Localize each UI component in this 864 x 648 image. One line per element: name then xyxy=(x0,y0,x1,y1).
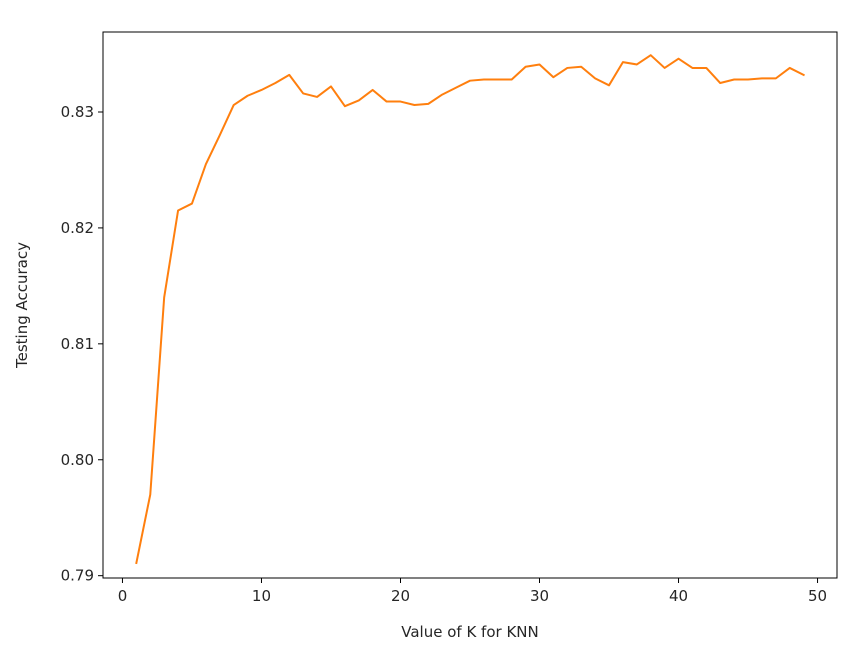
x-axis-label: Value of K for KNN xyxy=(401,623,538,641)
plot-frame xyxy=(102,31,838,579)
y-tick-label: 0.83 xyxy=(61,103,94,121)
x-axis-ticks: 0 10 20 30 40 50 xyxy=(118,578,827,605)
x-tick-label: 30 xyxy=(530,587,549,605)
x-tick-label: 0 xyxy=(118,587,128,605)
plot-area xyxy=(135,54,805,565)
y-axis-ticks: 0.79 0.80 0.81 0.82 0.83 xyxy=(61,103,103,585)
x-tick-label: 20 xyxy=(391,587,410,605)
y-tick-label: 0.79 xyxy=(61,567,94,585)
x-tick-label: 10 xyxy=(252,587,271,605)
x-tick-label: 40 xyxy=(669,587,688,605)
y-axis-label: Testing Accuracy xyxy=(13,242,31,369)
y-tick-label: 0.80 xyxy=(61,451,94,469)
x-tick-label: 50 xyxy=(808,587,827,605)
y-tick-label: 0.81 xyxy=(61,335,94,353)
y-tick-label: 0.82 xyxy=(61,219,94,237)
series-line-0 xyxy=(135,54,805,565)
